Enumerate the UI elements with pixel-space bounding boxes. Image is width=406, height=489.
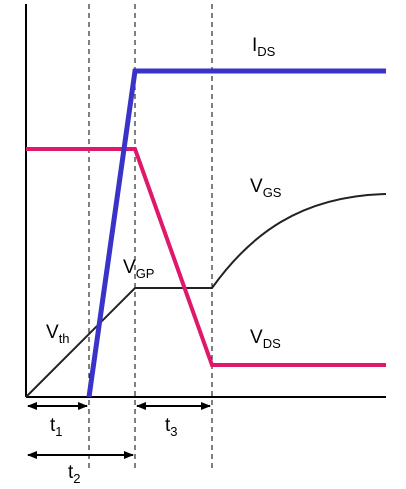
vgp-label: VGP — [123, 257, 154, 281]
ids-curve — [86, 68, 386, 398]
vgs-label: VGS — [250, 176, 282, 200]
t3-label: t3 — [165, 415, 178, 439]
ids-label: IDS — [252, 35, 276, 59]
vds-curve — [26, 147, 386, 367]
vgs-curve — [25, 193, 387, 398]
t2-label: t2 — [68, 462, 81, 486]
t1-label: t1 — [50, 415, 63, 439]
vth-label: Vth — [46, 322, 70, 346]
vds-label: VDS — [250, 327, 281, 351]
